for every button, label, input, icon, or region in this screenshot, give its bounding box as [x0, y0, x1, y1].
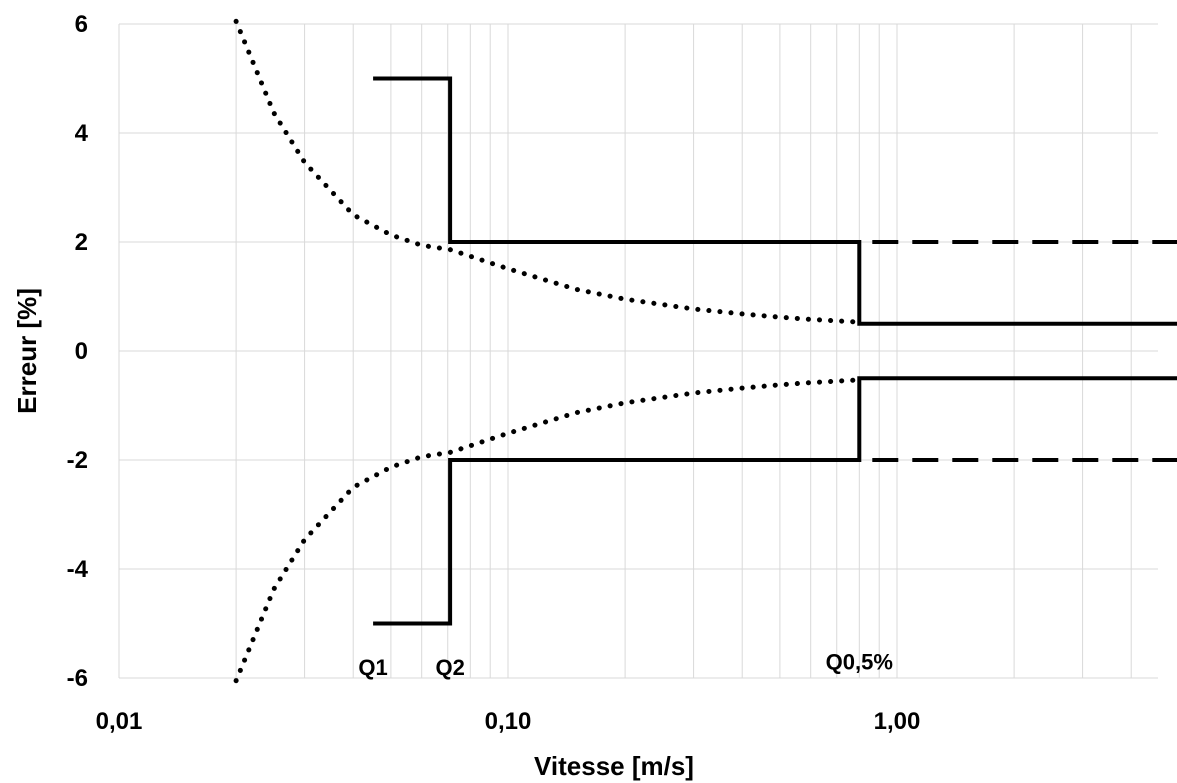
- annotation-label: Q2: [435, 655, 464, 680]
- x-tick-label: 0,10: [485, 708, 532, 735]
- y-tick-label: -6: [67, 665, 88, 692]
- y-axis-title: Erreur [%]: [12, 288, 42, 414]
- series-line-solid-1: [373, 376, 1177, 626]
- x-tick-label: 1,00: [874, 708, 921, 735]
- x-axis-title: Vitesse [m/s]: [534, 751, 694, 781]
- series-layer: [233, 18, 1177, 684]
- series-line-solid-0: [373, 76, 1177, 326]
- y-tick-label: 0: [75, 338, 88, 365]
- y-tick-label: -4: [67, 556, 89, 583]
- series-line-dotted-5: [233, 377, 862, 684]
- x-tick-label: 0,01: [96, 708, 143, 735]
- y-tick-label: 4: [75, 120, 89, 147]
- annotations: Q1 Q2 Q0,5%: [358, 650, 893, 680]
- y-tick-label: 2: [75, 229, 88, 256]
- y-tick-label: 6: [75, 11, 88, 38]
- gridlines: [118, 23, 1158, 679]
- annotation-label: Q1: [358, 655, 387, 680]
- annotation-label: Q0,5%: [826, 650, 893, 675]
- y-tick-label: -2: [67, 447, 88, 474]
- series-line-dotted-4: [233, 18, 862, 325]
